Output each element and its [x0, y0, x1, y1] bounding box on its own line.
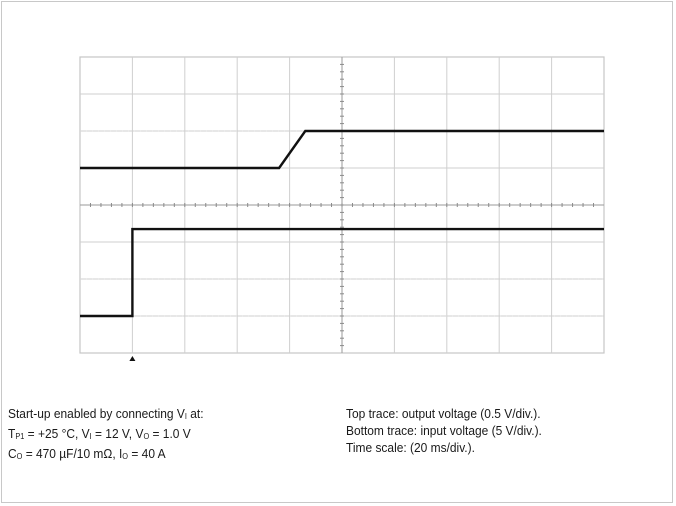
caption-text: C — [8, 446, 17, 461]
oscilloscope-plot — [79, 56, 605, 361]
trigger-marker-layer — [129, 356, 136, 361]
caption-text: = 470 µF/10 mΩ, I — [22, 446, 123, 461]
caption-text: at: — [186, 406, 204, 421]
trigger-marker-icon — [129, 356, 136, 361]
caption-text: = 40 A — [128, 446, 166, 461]
caption-text: Start-up enabled by connecting V — [8, 406, 185, 421]
scope-traces — [80, 129, 604, 318]
caption-text: = 1.0 V — [149, 426, 191, 441]
scope-grid — [79, 56, 605, 354]
caption-text: T — [8, 426, 16, 441]
trace-legend-caption: Top trace: output voltage (0.5 V/div.). … — [346, 405, 542, 456]
subscript: O — [143, 432, 150, 441]
subscript: I — [184, 412, 187, 421]
subscript: I — [89, 432, 92, 441]
subscript: O — [122, 452, 129, 461]
time-scale-description: Time scale: (20 ms/div.). — [346, 440, 475, 455]
subscript: P1 — [15, 432, 25, 441]
test-conditions-caption: Start-up enabled by connecting VI at: TP… — [8, 405, 204, 465]
caption-line-1: Start-up enabled by connecting VI at: — [8, 405, 204, 425]
input-voltage-trace — [80, 227, 604, 318]
caption-text: = 12 V, V — [91, 426, 144, 441]
top-trace-description: Top trace: output voltage (0.5 V/div.). — [346, 406, 541, 421]
output-voltage-trace — [80, 129, 604, 170]
bottom-trace-description: Bottom trace: input voltage (5 V/div.). — [346, 423, 542, 438]
caption-text: = +25 °C, V — [24, 426, 90, 441]
caption-line-3: CO = 470 µF/10 mΩ, IO = 40 A — [8, 445, 204, 465]
caption-line-2: TP1 = +25 °C, VI = 12 V, VO = 1.0 V — [8, 425, 204, 445]
subscript: O — [16, 452, 23, 461]
